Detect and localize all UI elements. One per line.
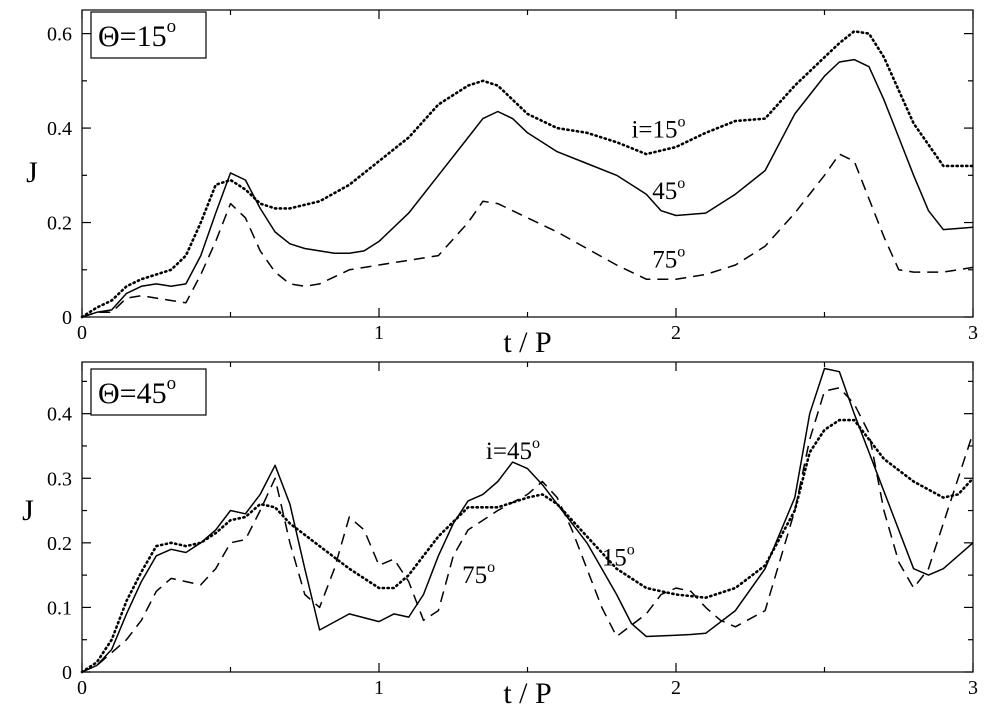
y-tick-label: 0.2 — [47, 533, 72, 555]
y-tick-label: 0.3 — [47, 468, 72, 490]
y-tick-label: 0 — [62, 662, 72, 684]
x-tick-label: 1 — [374, 322, 384, 344]
x-axis-label: t / P — [503, 677, 551, 710]
series-line-dashed-2 — [81, 387, 974, 673]
series-line-dotted-1 — [80, 418, 975, 674]
y-tick-label: 0.4 — [47, 118, 72, 140]
chart-title: Θ=15o — [98, 16, 176, 53]
series-annotation: i=15o — [631, 114, 685, 144]
y-axis-label: J — [22, 494, 34, 527]
chart-title: Θ=45o — [98, 373, 176, 410]
series-annotation: i=45o — [486, 435, 540, 465]
series-line-dotted-0 — [80, 29, 975, 319]
y-tick-label: 0.6 — [47, 24, 72, 46]
series-line-solid-1 — [81, 58, 974, 318]
x-tick-label: 0 — [77, 322, 87, 344]
x-axis-label: t / P — [503, 326, 551, 359]
series-line-dashed-2 — [81, 153, 974, 318]
x-tick-label: 3 — [968, 677, 978, 699]
y-axis-label: J — [26, 156, 38, 189]
x-tick-label: 2 — [671, 677, 681, 699]
x-tick-label: 2 — [671, 322, 681, 344]
x-tick-label: 3 — [968, 322, 978, 344]
x-tick-label: 1 — [374, 677, 384, 699]
title-box — [90, 11, 207, 59]
y-tick-label: 0 — [62, 307, 72, 329]
y-tick-label: 0.4 — [47, 404, 72, 426]
title-box — [90, 368, 207, 416]
x-tick-label: 0 — [77, 677, 87, 699]
y-tick-label: 0.1 — [47, 597, 72, 619]
y-tick-label: 0.2 — [47, 213, 72, 235]
